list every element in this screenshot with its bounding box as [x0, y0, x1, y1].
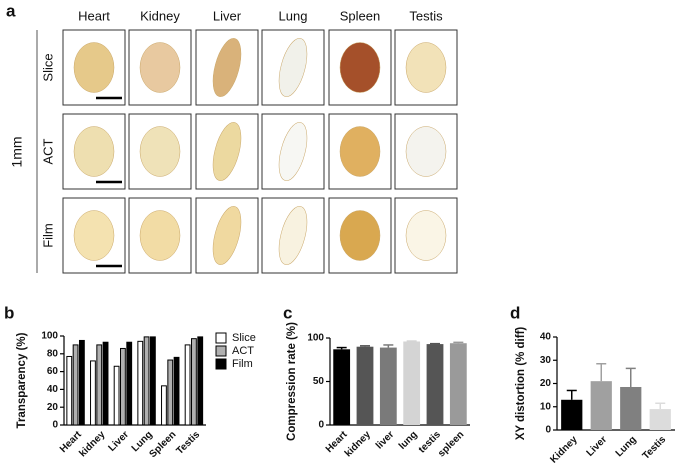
y-tick-label: 80 [47, 348, 59, 359]
bar [561, 399, 583, 430]
bar [137, 340, 144, 426]
bar [120, 347, 126, 426]
row-header: Film [40, 223, 55, 248]
x-tick-label: kidney [77, 429, 107, 459]
panel-label: b [4, 303, 14, 322]
y-tick-label: 50 [313, 376, 325, 387]
row-header: ACT [40, 138, 55, 164]
bar [143, 336, 150, 426]
bar [113, 365, 120, 426]
legend-swatch [215, 358, 227, 370]
y-tick-label: 20 [540, 378, 552, 389]
bar [126, 341, 133, 426]
tissue [139, 42, 181, 93]
x-tick-label: spleen [436, 429, 466, 459]
bar [333, 349, 351, 425]
tissue [405, 126, 447, 177]
y-tick-label: 30 [540, 355, 552, 366]
bar [620, 386, 642, 430]
tissue [278, 122, 308, 181]
tissue [278, 206, 308, 265]
y-tick-label: 10 [540, 401, 552, 412]
bar [197, 336, 204, 426]
tissue [339, 210, 381, 261]
row-header: Slice [40, 53, 55, 81]
y-tick-label: 100 [307, 333, 324, 344]
y-tick-label: 20 [47, 402, 59, 413]
scale-label: 1mm [9, 136, 25, 167]
bar [96, 344, 103, 426]
x-tick-label: Kidney [548, 434, 580, 466]
y-tick-label: 40 [540, 332, 552, 343]
bar [191, 338, 197, 426]
bar [167, 359, 174, 426]
x-tick-label: Liver [106, 429, 131, 454]
column-header: Kidney [140, 8, 180, 23]
tissue [212, 122, 242, 181]
y-axis-label: Compression rate (%) [286, 322, 298, 441]
legend-label: ACT [232, 345, 254, 357]
x-tick-label: Spleen [148, 429, 179, 460]
legend-swatch [215, 332, 227, 344]
bar [184, 344, 191, 426]
x-tick-label: Testis [641, 434, 669, 462]
tissue [139, 210, 181, 261]
x-tick-label: kidney [343, 429, 373, 459]
bar [66, 355, 73, 426]
bar [102, 341, 109, 426]
bar [449, 343, 467, 425]
x-tick-label: liver [374, 429, 396, 451]
y-tick-label: 40 [47, 384, 59, 395]
tissue [73, 126, 115, 177]
column-header: Testis [409, 8, 443, 23]
bar [90, 360, 96, 426]
column-header: Lung [279, 8, 308, 23]
legend-label: Film [232, 358, 253, 370]
y-tick-label: 0 [545, 425, 551, 436]
panel-label: d [510, 303, 520, 322]
y-axis-label: XY distortion (% diff) [515, 327, 527, 441]
bar [590, 381, 612, 430]
legend-label: Slice [232, 332, 256, 344]
x-tick-label: Testis [174, 429, 202, 457]
bar [649, 409, 671, 430]
tissue [339, 42, 381, 93]
bar [403, 341, 421, 425]
column-header: Liver [213, 8, 242, 23]
y-tick-label: 0 [52, 420, 58, 431]
bar [379, 347, 397, 425]
tissue [139, 126, 181, 177]
tissue [212, 206, 242, 265]
column-header: Spleen [340, 8, 380, 23]
tissue [405, 210, 447, 261]
tissue [73, 42, 115, 93]
panel-label: a [6, 1, 16, 20]
panel-label: c [283, 303, 292, 322]
column-header: Heart [78, 8, 110, 23]
bar [149, 336, 156, 426]
tissue [278, 38, 308, 97]
bar [78, 339, 85, 426]
y-tick-label: 100 [41, 331, 58, 342]
tissue [212, 38, 242, 97]
y-tick-label: 60 [47, 366, 59, 377]
bar [426, 344, 444, 425]
x-tick-label: Lung [614, 434, 639, 459]
bar [173, 356, 180, 426]
bar [161, 385, 167, 426]
bar [356, 346, 374, 425]
tissue [339, 126, 381, 177]
x-tick-label: Liver [585, 434, 610, 459]
tissue [405, 42, 447, 93]
bar [72, 344, 79, 426]
tissue [73, 210, 115, 261]
legend-swatch [215, 345, 227, 357]
y-tick-label: 0 [318, 420, 324, 431]
y-axis-label: Transparency (%) [16, 332, 28, 428]
